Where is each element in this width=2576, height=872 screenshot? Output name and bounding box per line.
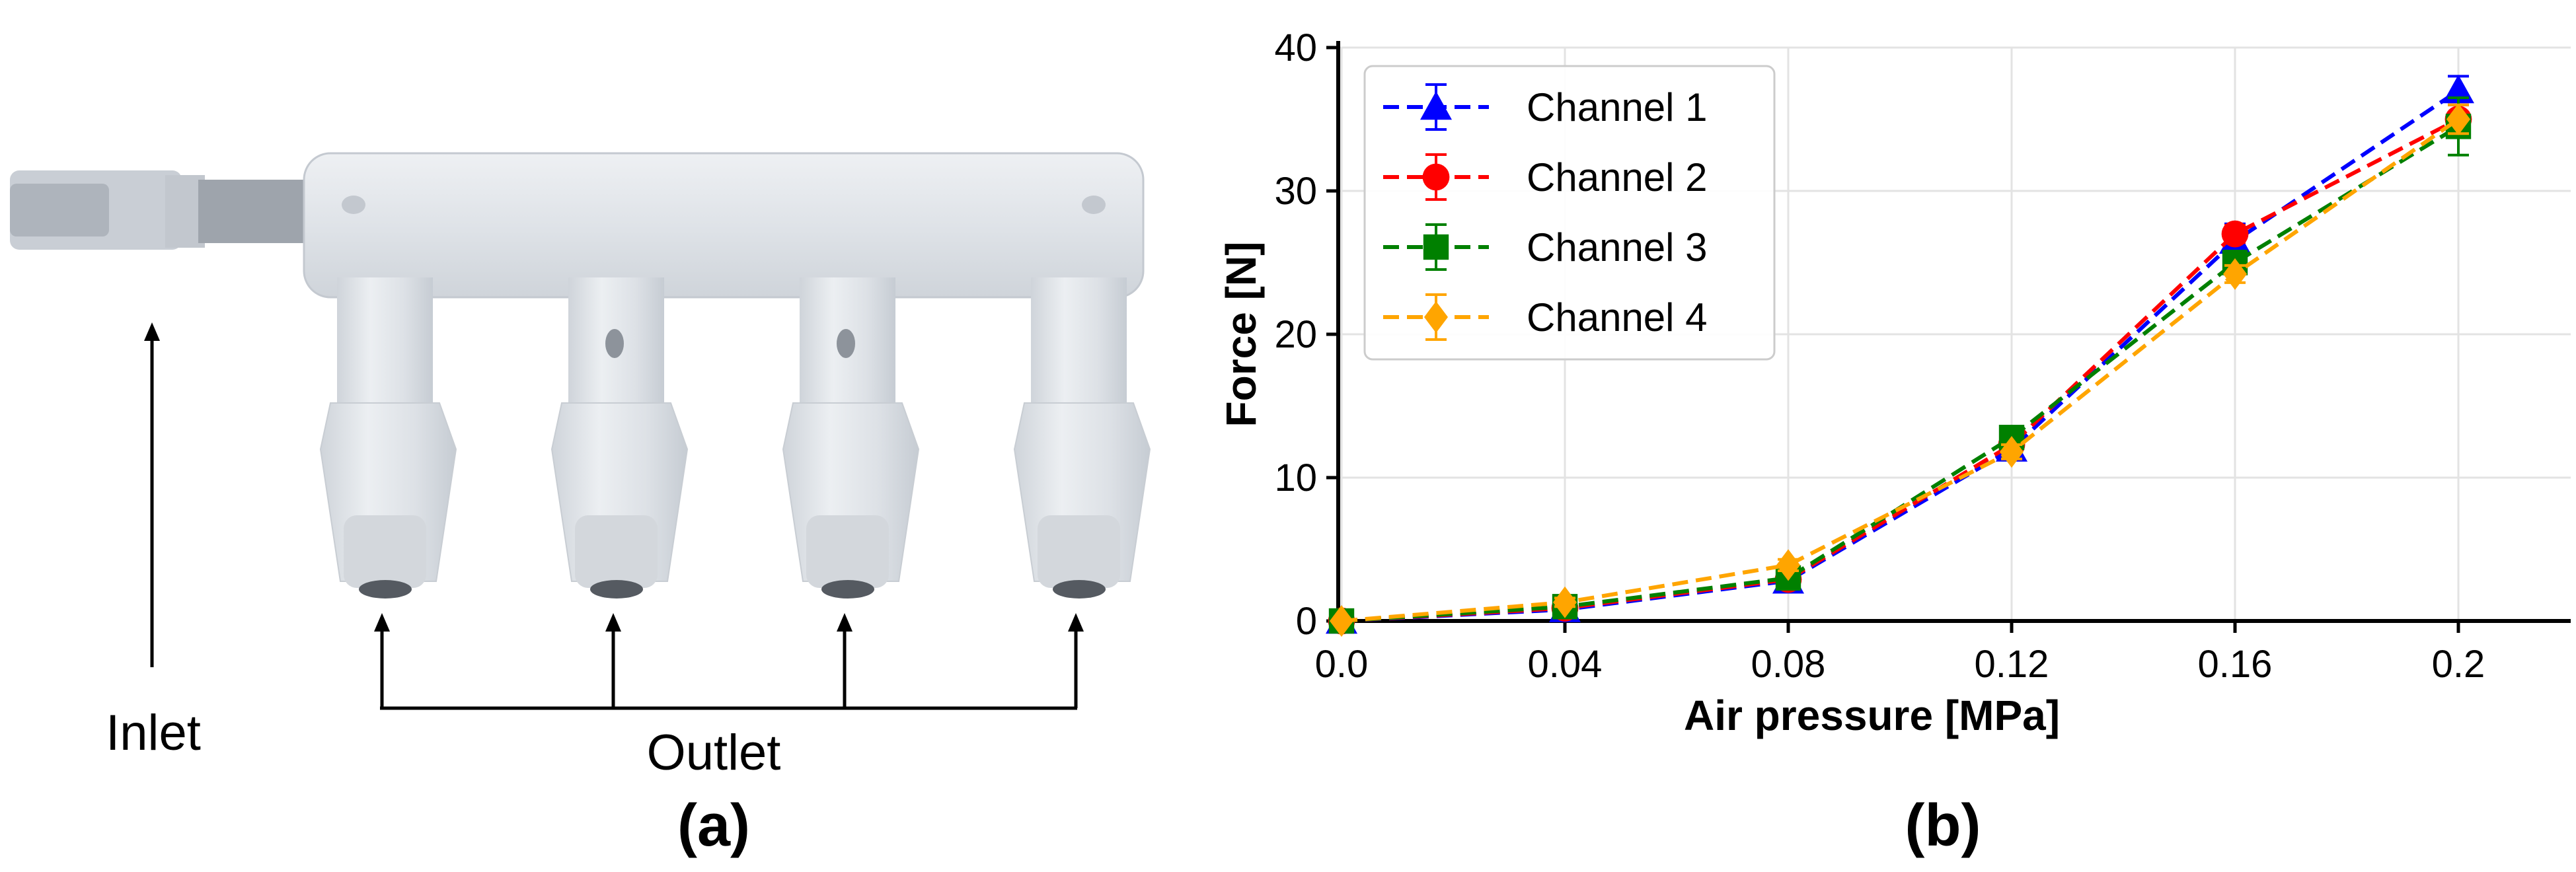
legend-entry: Channel 4 — [1383, 293, 1708, 341]
inlet-arrow — [144, 322, 160, 667]
inlet-label: Inlet — [106, 705, 201, 761]
chart-ticks: 0.0 0.04 0.08 0.12 0.16 0.2 0 10 20 30 40 — [1274, 26, 2485, 686]
force-chart: 0.0 0.04 0.08 0.12 0.16 0.2 0 10 20 30 40 Channel … — [1217, 26, 2571, 739]
data-point-marker — [2000, 435, 2024, 468]
outlet-leg-2 — [550, 277, 689, 599]
chart-legend: Channel 1 Channel 2 Channel 3 Channel 4 — [1363, 65, 1776, 361]
panel-a-caption: (a) — [677, 793, 750, 859]
data-point-marker — [1420, 91, 1452, 120]
y-tick-label: 20 — [1274, 313, 1317, 356]
x-tick-label: 0.08 — [1751, 643, 1826, 686]
data-point-marker — [2443, 75, 2474, 104]
data-point-marker — [1776, 549, 1800, 581]
legend-entry: Channel 1 — [1383, 83, 1708, 131]
y-tick-label: 40 — [1274, 26, 1317, 69]
inlet-connector — [198, 180, 317, 243]
data-point-marker — [1422, 163, 1450, 191]
x-tick-label: 0.12 — [1975, 643, 2049, 686]
data-point-marker — [2221, 220, 2249, 248]
x-tick-label: 0.04 — [1528, 643, 1603, 686]
series-line — [1341, 117, 2460, 623]
panel-b-caption: (b) — [1905, 793, 1981, 859]
x-tick-label: 0.0 — [1315, 643, 1369, 686]
legend-label: Channel 1 — [1527, 85, 1708, 129]
x-tick-label: 0.2 — [2432, 643, 2485, 686]
data-point-marker — [2446, 103, 2470, 135]
data-point-marker — [1553, 586, 1577, 618]
manifold-illustration — [10, 152, 1151, 599]
y-tick-label: 0 — [1296, 600, 1317, 643]
x-tick-label: 0.16 — [2198, 643, 2273, 686]
data-point-marker — [2223, 258, 2247, 290]
data-point-marker — [1330, 605, 1353, 637]
legend-label: Channel 4 — [1527, 295, 1708, 340]
series-4 — [1330, 103, 2470, 637]
chart-axes — [1336, 41, 2571, 623]
legend-entry: Channel 2 — [1383, 153, 1708, 201]
x-axis-label: Air pressure [MPa] — [1684, 692, 2060, 739]
legend-label: Channel 3 — [1527, 225, 1708, 270]
data-point-marker — [1424, 301, 1448, 333]
outlet-label: Outlet — [647, 725, 781, 781]
y-axis-label: Force [N] — [1217, 242, 1265, 427]
legend-label: Channel 2 — [1527, 155, 1708, 200]
outlet-leg-3 — [782, 277, 920, 599]
legend-entry: Channel 3 — [1383, 223, 1708, 271]
data-point-marker — [1423, 234, 1449, 260]
y-tick-label: 30 — [1274, 170, 1317, 213]
outlet-leg-4 — [1013, 277, 1151, 599]
y-tick-label: 10 — [1274, 456, 1317, 499]
legend-box — [1363, 65, 1776, 361]
series-line — [1341, 118, 2460, 623]
outlet-leg-1 — [319, 277, 457, 599]
outlet-arrows — [374, 613, 1084, 710]
chart-series — [1326, 75, 2474, 637]
manifold-body — [303, 152, 1145, 299]
